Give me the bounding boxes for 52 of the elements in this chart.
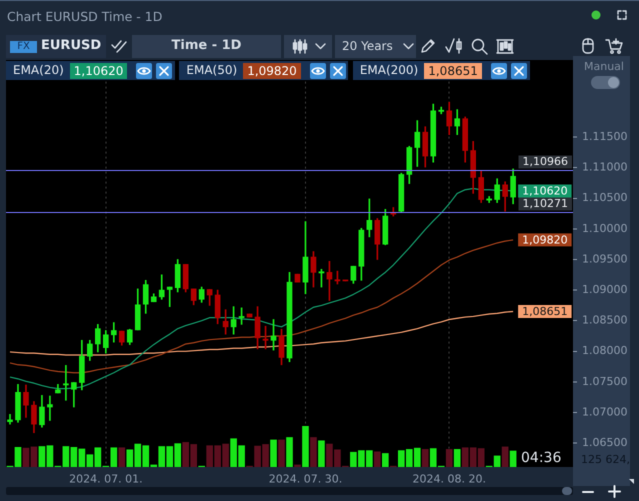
data-label: 1,08651	[522, 304, 568, 318]
candlestick	[318, 268, 324, 288]
y-tick-label: 1.08500	[582, 314, 628, 327]
text: 20 Years	[342, 38, 393, 54]
y-tick-label: 1.09000	[582, 282, 628, 296]
bar	[510, 450, 516, 467]
bar	[310, 437, 317, 467]
bar	[502, 446, 508, 467]
bar	[286, 437, 293, 467]
bar	[318, 440, 325, 467]
y-tick-label: 1.09500	[582, 252, 628, 266]
data-label: 1,10620	[522, 184, 568, 198]
legend-label: EMA(50)	[186, 63, 238, 78]
y-tick-label: 1.07500	[582, 374, 628, 388]
x-tick-label: 2024. 07. 30.	[268, 472, 342, 486]
chart-title: Chart EURUSD Time - 1D	[7, 8, 162, 25]
legend-label: EMA(20)	[13, 63, 64, 78]
bar	[446, 449, 453, 467]
text: EURUSD	[41, 38, 102, 54]
ref-line-label: 1,10271	[522, 196, 568, 210]
text: Time - 1D	[170, 38, 242, 54]
bar	[454, 449, 461, 467]
text: 1,08651	[428, 64, 478, 78]
x-tick-label: 2024. 08. 20.	[412, 472, 486, 486]
bar	[422, 449, 429, 467]
data-label: 1,09820	[522, 233, 568, 246]
x-tick-label: 2024. 07. 01.	[69, 472, 143, 486]
bar	[278, 440, 285, 467]
bar	[118, 447, 126, 467]
ref-line-label: 1,10966	[522, 154, 568, 168]
bar	[382, 453, 389, 467]
y-tick-label: 1.11500	[582, 130, 628, 143]
text: 04:36	[521, 450, 562, 466]
candlestick	[47, 396, 53, 421]
candlestick	[262, 326, 268, 350]
text: Manual	[584, 60, 624, 73]
y-tick-label: 1.11000	[582, 160, 628, 174]
y-tick-label: 1.07000	[582, 405, 628, 418]
text: FX	[10, 41, 37, 53]
text: 1,10620	[74, 64, 124, 78]
bar	[374, 452, 381, 467]
y-tick-label: 1.08000	[582, 344, 628, 358]
candlestick	[7, 414, 13, 424]
bar	[270, 440, 277, 467]
y-tick-label: 1.10000	[582, 222, 628, 235]
bar	[302, 426, 309, 467]
candlestick	[326, 261, 332, 301]
candlestick	[270, 319, 276, 350]
legend-label: EMA(200)	[360, 63, 418, 78]
y-tick-label: 1.06500	[582, 436, 628, 449]
y-tick-label: 1.10500	[582, 191, 628, 204]
text: 1,09820	[247, 64, 297, 78]
